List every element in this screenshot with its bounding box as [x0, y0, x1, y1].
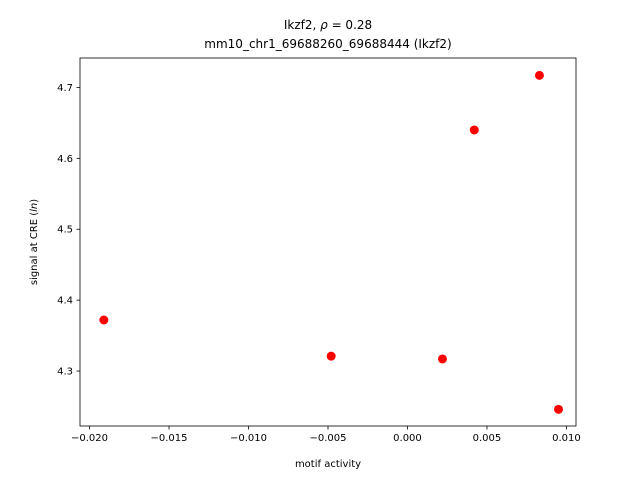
y-tick-label: 4.4: [57, 296, 73, 307]
x-tick-label: −0.005: [309, 433, 346, 444]
x-tick-label: 0.000: [393, 433, 422, 444]
scatter-point: [469, 125, 479, 135]
y-tick-label: 4.3: [57, 367, 73, 378]
x-axis-label: motif activity: [295, 459, 361, 470]
scatter-point: [437, 354, 447, 364]
chart-title-prefix: Ikzf2,: [284, 18, 320, 32]
chart-title-suffix: = 0.28: [328, 18, 372, 32]
chart-title-rho: ρ: [320, 18, 328, 32]
y-tick-label: 4.6: [57, 154, 73, 165]
y-tick-label: 4.7: [57, 83, 73, 94]
y-axis-label: signal at CRE (ln): [29, 199, 40, 285]
scatter-point: [554, 404, 564, 414]
y-axis-label-italic: ln: [29, 203, 40, 212]
x-tick-label: 0.010: [552, 433, 581, 444]
scatter-point: [99, 315, 109, 325]
x-axis-ticks: −0.020 −0.015 −0.010 −0.005 0.000 0.005 0.010: [71, 426, 581, 444]
chart-title-line1: Ikzf2, ρ = 0.28: [284, 18, 372, 32]
y-axis-label-prefix: signal at CRE (: [29, 212, 40, 285]
scatter-point: [326, 351, 336, 361]
chart-title-line2: mm10_chr1_69688260_69688444 (Ikzf2): [204, 37, 451, 51]
y-axis-ticks: 4.3 4.4 4.5 4.6 4.7: [57, 83, 80, 378]
scatter-point: [534, 70, 544, 80]
x-tick-label: 0.005: [473, 433, 502, 444]
x-tick-label: −0.010: [230, 433, 267, 444]
scatter-points: [99, 70, 564, 414]
x-tick-label: −0.020: [71, 433, 108, 444]
y-axis-label-suffix: ): [29, 199, 40, 203]
x-tick-label: −0.015: [151, 433, 188, 444]
y-tick-label: 4.5: [57, 225, 73, 236]
